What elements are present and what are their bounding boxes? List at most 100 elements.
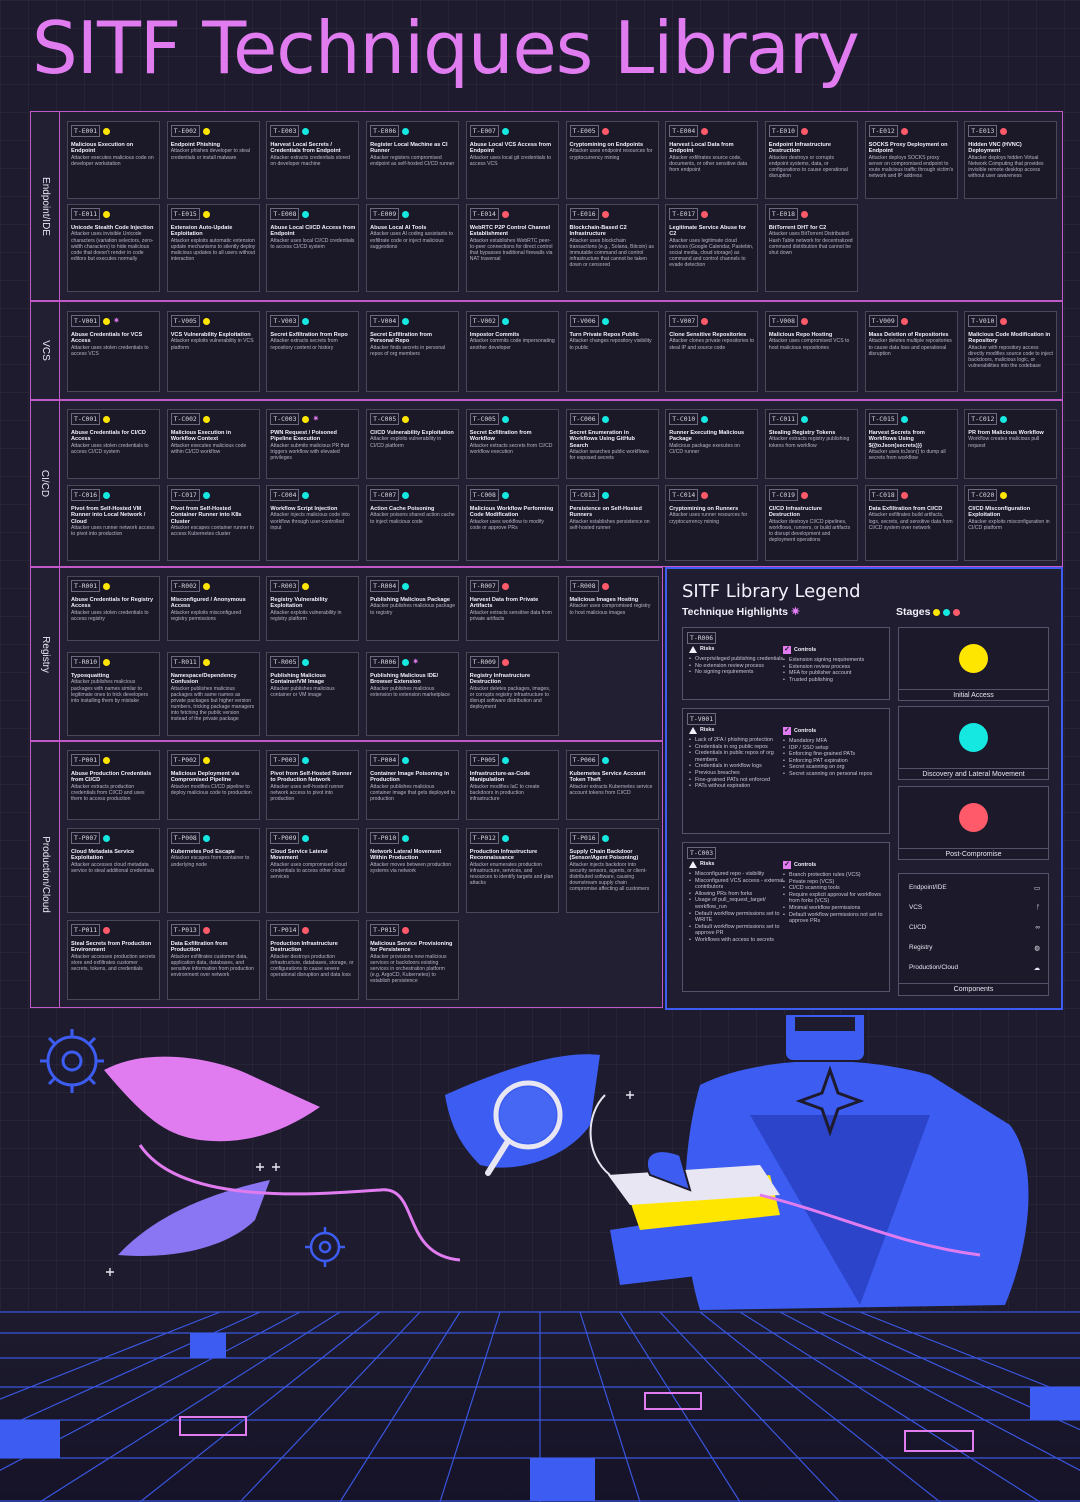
stage-dot-icon	[601, 756, 609, 764]
technique-card[interactable]: T-R007 Harvest Data from Private Artifact…	[465, 576, 559, 641]
stage-dot-icon	[202, 834, 210, 842]
technique-card[interactable]: T-P005 Infrastructure-as-Code Manipulatio…	[465, 750, 559, 820]
technique-card[interactable]: T-V002 Impostor Commits Attacker commits c…	[465, 311, 559, 392]
technique-card[interactable]: T-V003 Secret Exfiltration from Repo Attac…	[266, 311, 360, 392]
technique-card[interactable]: T-E013 Hidden VNC (HVNC) Deployment Attack…	[964, 121, 1058, 199]
technique-card[interactable]: T-P013 Data Exfiltration from Production A…	[166, 920, 260, 1000]
technique-id: T-E018	[768, 208, 798, 220]
technique-card[interactable]: T-R002 Misconfigured / Anonymous Access At…	[166, 576, 260, 641]
technique-card[interactable]: T-E011 Unicode Stealth Code Injection Atta…	[67, 204, 160, 292]
technique-card[interactable]: T-C016 Pivot from Self-Hosted VM Runner i…	[67, 485, 160, 561]
technique-id: T-P001	[71, 754, 101, 766]
technique-card[interactable]: T-E016 Blockchain-Based C2 Infrastructure…	[565, 204, 659, 292]
technique-card[interactable]: T-P012 Production Infrastructure Reconnai…	[465, 828, 559, 913]
technique-card[interactable]: T-V005 VCS Vulnerability Exploitation Atta…	[166, 311, 260, 392]
technique-card[interactable]: T-P003 Pivot from Self-Hosted Runner to P…	[266, 750, 360, 820]
technique-card[interactable]: T-V008 Malicious Repo Hosting Attacker use…	[764, 311, 858, 392]
stage-dot-icon	[501, 756, 509, 764]
technique-card[interactable]: T-P009 Cloud Service Lateral Movement Atta…	[266, 828, 360, 913]
legend-risks-item: Allowing PRs from forks	[689, 891, 793, 898]
technique-card[interactable]: T-E014 WebRTC P2P Control Channel Establi…	[465, 204, 559, 292]
stage-dot-icon	[202, 658, 210, 666]
technique-card[interactable]: T-E005 Cryptomining on Endpoints Attacker …	[565, 121, 659, 199]
technique-card[interactable]: T-V009 Mass Deletion of Repositories Attac…	[864, 311, 958, 392]
technique-card[interactable]: T-R010 Typosquatting Attacker publishes ma…	[67, 652, 160, 736]
technique-card[interactable]: T-E003 Harvest Local Secrets / Credential…	[266, 121, 360, 199]
technique-card[interactable]: T-E015 Extension Auto-Update Exploitation…	[166, 204, 260, 292]
stage-dot-icon	[302, 756, 310, 764]
technique-card[interactable]: T-R004 Publishing Malicious Package Attack…	[366, 576, 460, 641]
technique-card[interactable]: T-C012 PR from Malicious Workflow Workflow…	[964, 409, 1058, 479]
technique-card[interactable]: T-V004 Secret Exfiltration from Personal …	[366, 311, 460, 392]
stage-dot-icon	[402, 756, 410, 764]
technique-id: T-C008	[469, 489, 499, 501]
technique-title: Abuse Production Credentials from CI/CD	[71, 771, 152, 784]
technique-card[interactable]: T-C006 Secret Enumeration in Workflows Us…	[565, 409, 659, 479]
technique-title: Cloud Metadata Service Exploitation	[71, 849, 135, 862]
technique-card[interactable]: T-C020 CI/CD Misconfiguration Exploitatio…	[964, 485, 1058, 561]
technique-card[interactable]: T-P007 Cloud Metadata Service Exploitatio…	[67, 828, 160, 913]
legend-risks-item: Credentials in public repos of org membe…	[689, 750, 793, 763]
technique-card[interactable]: T-E006 Register Local Machine as CI Runne…	[366, 121, 460, 199]
technique-card[interactable]: T-C018 Data Exfiltration from CI/CD Attack…	[864, 485, 958, 561]
technique-card[interactable]: T-E002 Endpoint Phishing Attacker phishes …	[166, 121, 260, 199]
technique-id: T-C012	[968, 413, 998, 425]
technique-card[interactable]: T-P001 Abuse Production Credentials from …	[67, 750, 160, 820]
technique-card[interactable]: T-R003 Registry Vulnerability Exploitatio…	[266, 576, 360, 641]
technique-card[interactable]: T-C002 Malicious Execution in Workflow Co…	[166, 409, 260, 479]
technique-card[interactable]: T-C004 Workflow Script Injection Attacker …	[266, 485, 360, 561]
technique-description: Attacker extracts secrets from repositor…	[270, 338, 338, 351]
technique-description: Attacker uses workflow to modify code or…	[469, 518, 544, 531]
technique-card[interactable]: T-C010 Runner Executing Malicious Package…	[665, 409, 759, 479]
technique-card[interactable]: T-R006 ✷ Publishing Malicious IDE/ Browser…	[366, 652, 460, 736]
technique-card[interactable]: T-C005 CI/CD Vulnerability Exploitation At…	[366, 409, 460, 479]
technique-card[interactable]: T-E012 SOCKS Proxy Deployment on Endpoint…	[864, 121, 958, 199]
technique-card[interactable]: T-P008 Kubernetes Pod Escape Attacker esca…	[166, 828, 260, 913]
technique-card[interactable]: T-C011 Stealing Registry Tokens Attacker e…	[764, 409, 858, 479]
technique-card[interactable]: T-E008 Abuse Local CI/CD Access from Endp…	[266, 204, 360, 292]
technique-card[interactable]: T-C014 Cryptomining on Runners Attacker us…	[665, 485, 759, 561]
technique-card[interactable]: T-R009 Registry Infrastructure Destructio…	[465, 652, 559, 736]
technique-card[interactable]: T-C015 Harvest Secrets from Workflows Usi…	[864, 409, 958, 479]
technique-card[interactable]: T-V001 ✷ Abuse Credentials for VCS Access A…	[67, 311, 160, 392]
technique-card[interactable]: T-C001 Abuse Credentials for CI/CD Access…	[67, 409, 160, 479]
technique-card[interactable]: T-P016 Supply Chain Backdoor (Sensor/Agen…	[565, 828, 659, 913]
technique-id: T-R007	[469, 580, 499, 592]
technique-card[interactable]: T-P002 Malicious Deployment via Compromis…	[166, 750, 260, 820]
legend-controls-list: Mandatory MFAIDP / SSO setupEnforcing fi…	[783, 738, 887, 778]
technique-card[interactable]: T-V010 Malicious Code Modification in Rep…	[964, 311, 1058, 392]
technique-card[interactable]: T-C017 Pivot from Self-Hosted Container R…	[166, 485, 260, 561]
technique-card[interactable]: T-R001 Abuse Credentials for Registry Acc…	[67, 576, 160, 641]
card-header: T-C005	[469, 413, 555, 425]
technique-title: Malicious Images Hosting	[569, 597, 639, 603]
technique-card[interactable]: T-E009 Abuse Local AI Tools Attacker uses …	[366, 204, 460, 292]
technique-card[interactable]: T-P011 Steal Secrets from Production Envi…	[67, 920, 160, 1000]
technique-title: Turn Private Repos Public	[569, 332, 639, 338]
technique-card[interactable]: T-P010 Network Lateral Movement Within Pr…	[366, 828, 460, 913]
technique-card[interactable]: T-C007 Action Cache Poisoning Attacker poi…	[366, 485, 460, 561]
technique-card[interactable]: T-P006 Kubernetes Service Account Token T…	[565, 750, 659, 820]
technique-card[interactable]: T-E001 Malicious Execution on Endpoint Att…	[67, 121, 160, 199]
technique-description: Attacker publishes malicious packages wi…	[71, 679, 149, 704]
technique-card[interactable]: T-C003 ✷ PWN Request / Poisoned Pipeline E…	[266, 409, 360, 479]
technique-card[interactable]: T-C005 Secret Exfiltration from Workflow A…	[465, 409, 559, 479]
technique-card[interactable]: T-P014 Production Infrastructure Destruct…	[266, 920, 360, 1000]
technique-card[interactable]: T-P015 Malicious Service Provisioning for…	[366, 920, 460, 1000]
technique-card[interactable]: T-R008 Malicious Images Hosting Attacker u…	[565, 576, 659, 641]
technique-card[interactable]: T-E007 Abuse Local VCS Access from Endpoi…	[465, 121, 559, 199]
technique-card[interactable]: T-E017 Legitimate Service Abuse for C2 Att…	[665, 204, 759, 292]
technique-card[interactable]: T-C013 Persistence on Self-Hosted Runners…	[565, 485, 659, 561]
technique-card[interactable]: T-E018 BitTorrent DHT for C2 Attacker uses…	[764, 204, 858, 292]
stage-dot-icon	[800, 127, 808, 135]
technique-card[interactable]: T-C008 Malicious Workflow Performing Code…	[465, 485, 559, 561]
technique-card[interactable]: T-R005 Publishing Malicious Container/VM …	[266, 652, 360, 736]
technique-card[interactable]: T-R011 Namespace/Dependency Confusion Atta…	[166, 652, 260, 736]
technique-card[interactable]: T-V007 Clone Sensitive Repositories Attack…	[665, 311, 759, 392]
technique-card[interactable]: T-E004 Harvest Local Data from Endpoint At…	[665, 121, 759, 199]
technique-description: Attacker phishes developer to steal cred…	[170, 148, 250, 161]
technique-card[interactable]: T-C019 CI/CD Infrastructure Destruction At…	[764, 485, 858, 561]
technique-card[interactable]: T-E010 Endpoint Infrastructure Destructio…	[764, 121, 858, 199]
technique-card[interactable]: T-V006 Turn Private Repos Public Attacker …	[565, 311, 659, 392]
card-header: T-R007	[469, 580, 555, 592]
technique-card[interactable]: T-P004 Container Image Poisoning in Produ…	[366, 750, 460, 820]
